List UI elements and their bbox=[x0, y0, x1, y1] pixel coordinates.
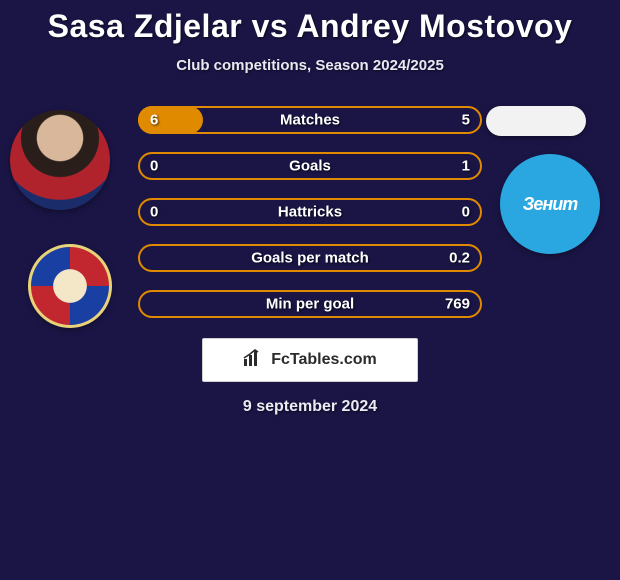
stat-label: Goals bbox=[138, 158, 482, 175]
stat-label: Hattricks bbox=[138, 204, 482, 221]
stat-label: Goals per match bbox=[138, 250, 482, 267]
stat-bars: 65Matches 01Goals 00Hattricks 0.2Goals per … bbox=[138, 106, 482, 336]
bar-chart-icon bbox=[243, 349, 265, 372]
site-logo-box: FcTables.com bbox=[202, 338, 418, 382]
player-left-avatar bbox=[10, 110, 110, 210]
date-line: 9 september 2024 bbox=[0, 398, 620, 416]
club-right-wordmark: Зенит bbox=[523, 194, 577, 215]
stat-label: Min per goal bbox=[138, 296, 482, 313]
club-left-badge bbox=[28, 244, 112, 328]
page-title: Sasa Zdjelar vs Andrey Mostovoy bbox=[0, 0, 620, 45]
stat-row: 01Goals bbox=[138, 152, 482, 180]
stat-row: 0.2Goals per match bbox=[138, 244, 482, 272]
club-right-badge: Зенит bbox=[500, 154, 600, 254]
subtitle: Club competitions, Season 2024/2025 bbox=[0, 57, 620, 74]
stat-row: 65Matches bbox=[138, 106, 482, 134]
stat-label: Matches bbox=[138, 112, 482, 129]
player-right-avatar bbox=[486, 106, 586, 136]
comparison-stage: Зенит 65Matches 01Goals 00Hattricks 0.2Goal… bbox=[0, 92, 620, 472]
stat-row: 00Hattricks bbox=[138, 198, 482, 226]
stat-row: 769Min per goal bbox=[138, 290, 482, 318]
site-name: FcTables.com bbox=[271, 351, 377, 369]
